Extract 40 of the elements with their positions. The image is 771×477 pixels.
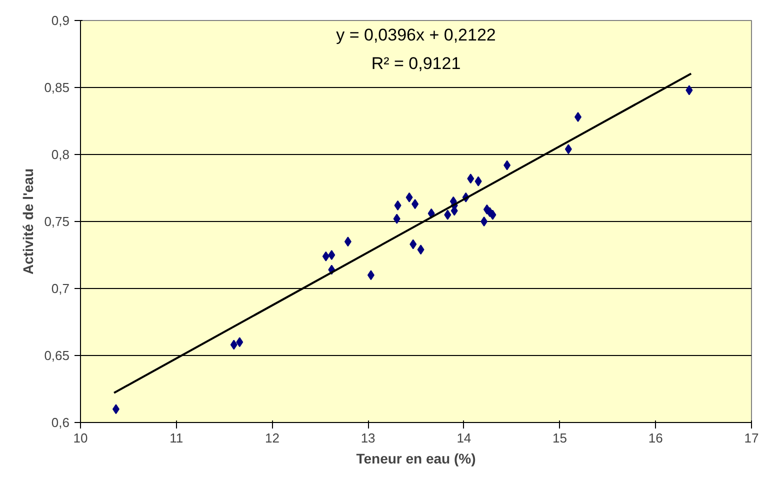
point — [480, 216, 488, 226]
point — [412, 199, 419, 210]
y-tick-label: 0,8 — [51, 147, 70, 162]
point — [236, 337, 244, 348]
y-tick-label: 0,9 — [51, 13, 70, 28]
x-tick-label: 13 — [360, 430, 376, 446]
x-tick-label: 15 — [552, 430, 568, 446]
x-tick-label: 12 — [264, 430, 280, 446]
point — [344, 236, 352, 247]
y-tick-label: 0,7 — [51, 281, 70, 296]
point — [322, 251, 330, 262]
point — [112, 404, 120, 414]
y-tick-label: 0,65 — [44, 348, 70, 363]
annotation: R² = 0,9121 — [371, 54, 461, 73]
x-tick-label: 16 — [648, 430, 663, 446]
y-tick-label: 0,6 — [51, 415, 70, 430]
y-axis-title: Activité de l'eau — [20, 168, 36, 275]
point — [444, 210, 452, 220]
x-tick-label: 14 — [456, 430, 472, 446]
y-tick-label: 0,75 — [44, 214, 70, 229]
point — [564, 144, 572, 154]
y-tick-label: 0,85 — [44, 80, 70, 95]
point — [230, 340, 238, 350]
point — [489, 210, 496, 220]
point — [686, 85, 693, 96]
point — [367, 270, 374, 280]
annotation: y = 0,0396x + 0,2122 — [336, 26, 496, 45]
x-tick-label: 11 — [170, 430, 184, 446]
point — [328, 250, 336, 260]
point — [394, 200, 402, 210]
point — [406, 192, 413, 202]
point — [410, 239, 417, 250]
point — [393, 214, 400, 224]
x-tick-label: 10 — [73, 430, 88, 446]
x-tick-label: 17 — [744, 430, 759, 446]
x-axis-title: Teneur en eau (%) — [356, 450, 476, 466]
point — [474, 176, 482, 186]
point — [417, 244, 424, 255]
point — [467, 174, 474, 184]
point — [504, 160, 511, 170]
